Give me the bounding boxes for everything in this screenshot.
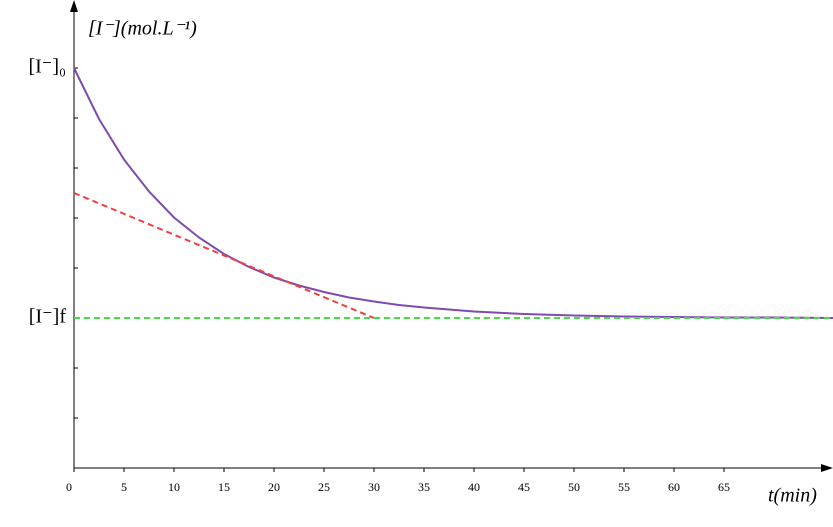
y-axis-arrow [70, 0, 78, 12]
x-tick-label: 55 [618, 480, 630, 494]
x-tick-label: 60 [668, 480, 680, 494]
x-axis-arrow [821, 464, 833, 472]
x-tick-label: 45 [518, 480, 530, 494]
series-line [73, 192, 375, 319]
x-tick-label: 0 [66, 480, 72, 494]
x-tick-label: 20 [268, 480, 280, 494]
x-tick-label: 50 [568, 480, 580, 494]
series-line [73, 67, 833, 319]
x-tick-label: 65 [718, 480, 730, 494]
x-tick-label: 35 [418, 480, 430, 494]
x-axis-label: t(min) [768, 485, 817, 507]
x-tick-label: 10 [168, 480, 180, 494]
x-tick-label: 25 [318, 480, 330, 494]
x-tick-label: 15 [218, 480, 230, 494]
x-tick-label: 30 [368, 480, 380, 494]
x-tick-label: 40 [468, 480, 480, 494]
x-tick-label: 5 [121, 480, 127, 494]
y-tick-label: [I⁻]₀ [28, 56, 66, 78]
y-tick-label: [I⁻]f [29, 306, 67, 328]
y-axis-label: [I⁻](mol.L⁻¹) [88, 18, 197, 40]
